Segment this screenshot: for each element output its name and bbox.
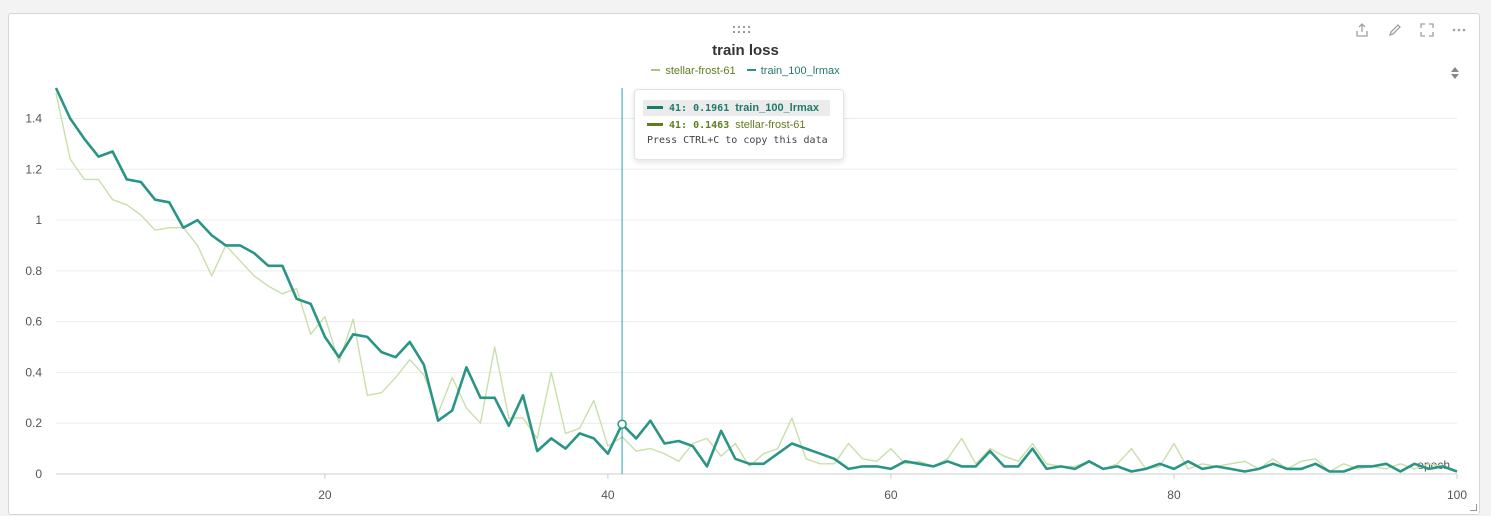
tooltip-step: 41: [669, 120, 688, 131]
tooltip-step: 41: [669, 103, 688, 114]
resize-handle[interactable] [1470, 504, 1477, 511]
tooltip-value: 0.1961 [693, 103, 730, 114]
y-tick-label: 0.2 [25, 416, 42, 430]
edit-icon[interactable] [1387, 22, 1403, 38]
y-tick-label: 0.8 [25, 264, 42, 278]
tooltip-series-name: train_100_lrmax [735, 102, 820, 114]
legend-label: stellar-frost-61 [665, 65, 736, 77]
more-icon[interactable] [1451, 22, 1467, 38]
y-tick-label: 0.4 [25, 365, 42, 379]
x-tick-label: 80 [1167, 488, 1181, 502]
fullscreen-icon[interactable] [1419, 22, 1435, 38]
hover-point [617, 419, 627, 429]
y-tick-label: 1.4 [25, 111, 42, 125]
tooltip-row: 41: 0.1463 stellar-frost-61 [647, 117, 806, 133]
tooltip-swatch [647, 122, 663, 126]
tooltip-swatch [647, 105, 663, 109]
x-tick-label: 60 [884, 488, 898, 502]
series-line-train_100_lrmax [54, 87, 1458, 473]
export-icon[interactable] [1354, 22, 1370, 38]
tooltip-value: 0.1463 [693, 120, 730, 131]
legend-item-train-100-lrmax[interactable]: train_100_lrmax [746, 65, 840, 77]
legend-item-stellar-frost-61[interactable]: stellar-frost-61 [651, 65, 736, 77]
x-tick-label: 100 [1447, 488, 1467, 502]
legend-swatch [746, 69, 756, 72]
drag-handle-icon[interactable] [733, 26, 755, 36]
sort-icon[interactable] [1450, 66, 1460, 80]
y-tick-label: 0 [35, 467, 42, 481]
x-tick-label: 40 [601, 488, 615, 502]
y-tick-label: 1 [35, 213, 42, 227]
chart-legend: stellar-frost-61 train_100_lrmax [0, 65, 1491, 77]
series-line-stellar-frost-61 [55, 92, 1458, 473]
x-tick-label: 20 [318, 488, 332, 502]
y-tick-label: 0.6 [25, 315, 42, 329]
tooltip-row: 41: 0.1961 train_100_lrmax [643, 100, 830, 116]
legend-swatch [651, 69, 661, 72]
hover-tooltip: 41: 0.1961 train_100_lrmax 41: 0.1463 st… [634, 89, 844, 160]
tooltip-footer: Press CTRL+C to copy this data [647, 135, 828, 146]
chart-title: train loss [712, 42, 779, 59]
tooltip-series-name: stellar-frost-61 [735, 119, 806, 131]
legend-label: train_100_lrmax [760, 65, 840, 77]
y-tick-label: 1.2 [25, 162, 42, 176]
